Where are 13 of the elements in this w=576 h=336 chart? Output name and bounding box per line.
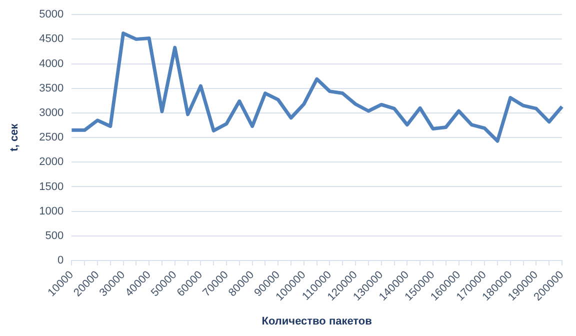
y-tick-label: 0 (58, 254, 64, 267)
y-tick-label: 1000 (39, 205, 64, 218)
y-tick-label: 1500 (39, 180, 64, 193)
y-tick-label: 5000 (39, 8, 64, 21)
y-tick-label: 4000 (39, 58, 64, 70)
x-axis-title: Количество пакетов (262, 315, 372, 328)
y-tick-label: 4500 (39, 33, 64, 46)
y-tick-label: 500 (45, 230, 64, 242)
y-tick-label: 2500 (39, 132, 64, 144)
y-tick-label: 3500 (39, 82, 64, 94)
y-tick-label: 3000 (39, 106, 64, 119)
y-axis-title: t, сек (8, 123, 21, 152)
y-tick-label: 2000 (39, 156, 64, 168)
